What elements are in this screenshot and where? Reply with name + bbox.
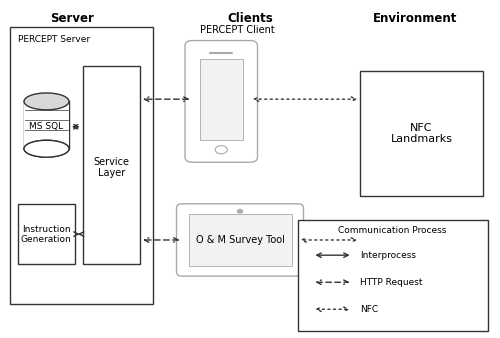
Bar — [82, 66, 140, 264]
Text: Clients: Clients — [227, 12, 273, 25]
Text: NFC
Landmarks: NFC Landmarks — [390, 123, 452, 144]
Bar — [18, 204, 75, 264]
Text: MS SQL: MS SQL — [30, 122, 64, 131]
Ellipse shape — [24, 140, 69, 157]
Text: Server: Server — [50, 12, 94, 25]
Circle shape — [215, 146, 227, 154]
Text: PERCEPT Client: PERCEPT Client — [200, 25, 275, 35]
Text: NFC: NFC — [360, 305, 378, 314]
Text: Interprocess: Interprocess — [360, 251, 416, 260]
Text: HTTP Request: HTTP Request — [360, 278, 422, 287]
Bar — [360, 71, 482, 196]
Ellipse shape — [24, 93, 69, 110]
FancyBboxPatch shape — [176, 204, 304, 276]
Text: O & M Survey Tool: O & M Survey Tool — [196, 235, 284, 245]
Bar — [298, 220, 488, 331]
Bar — [188, 214, 292, 266]
Circle shape — [238, 210, 242, 213]
FancyBboxPatch shape — [185, 41, 258, 162]
Text: Communication Process: Communication Process — [338, 226, 446, 236]
Text: PERCEPT Server: PERCEPT Server — [18, 35, 90, 45]
Text: Service
Layer: Service Layer — [93, 156, 129, 178]
Ellipse shape — [24, 140, 69, 157]
Bar — [24, 101, 69, 149]
Text: Instruction
Generation: Instruction Generation — [21, 224, 71, 244]
Bar — [200, 59, 242, 140]
Text: Environment: Environment — [373, 12, 457, 25]
Bar — [10, 27, 152, 304]
